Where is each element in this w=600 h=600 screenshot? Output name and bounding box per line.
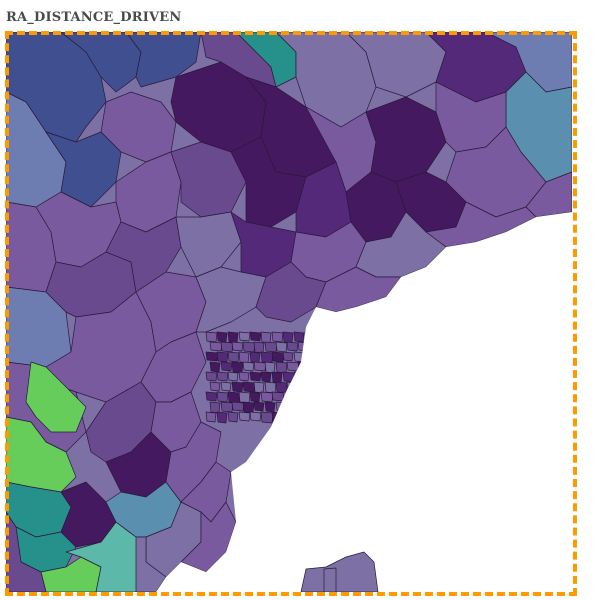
- downtown-tract[interactable]: [205, 411, 217, 423]
- downtown-tract[interactable]: [242, 361, 255, 372]
- downtown-tract[interactable]: [271, 371, 283, 384]
- downtown-tract[interactable]: [253, 401, 265, 412]
- downtown-tract[interactable]: [238, 371, 250, 382]
- downtown-tract[interactable]: [275, 341, 288, 353]
- downtown-tract[interactable]: [216, 351, 229, 363]
- downtown-tract[interactable]: [275, 381, 288, 394]
- downtown-tract[interactable]: [209, 381, 221, 392]
- downtown-tract[interactable]: [205, 371, 218, 382]
- downtown-tract[interactable]: [209, 341, 223, 352]
- downtown-tract[interactable]: [249, 331, 262, 342]
- downtown-tract[interactable]: [260, 371, 272, 383]
- downtown-tract[interactable]: [238, 351, 250, 364]
- downtown-tract[interactable]: [238, 391, 251, 404]
- downtown-tract[interactable]: [227, 371, 239, 382]
- downtown-tract[interactable]: [220, 341, 234, 353]
- downtown-tract[interactable]: [253, 341, 265, 354]
- downtown-tract[interactable]: [260, 351, 274, 364]
- downtown-tract[interactable]: [231, 401, 245, 412]
- downtown-tract[interactable]: [216, 391, 229, 403]
- downtown-tract[interactable]: [271, 391, 285, 402]
- map-region[interactable]: [60, 481, 117, 548]
- downtown-tract[interactable]: [249, 411, 262, 422]
- island-region[interactable]: [323, 567, 337, 592]
- downtown-tract[interactable]: [253, 381, 265, 394]
- lake-area: [156, 212, 572, 592]
- map-region[interactable]: [125, 32, 202, 88]
- downtown-tract[interactable]: [231, 381, 244, 393]
- downtown-tract[interactable]: [216, 331, 228, 343]
- downtown-tract[interactable]: [264, 361, 276, 374]
- map-regions: [6, 32, 572, 592]
- downtown-tract[interactable]: [260, 411, 274, 424]
- downtown-tract[interactable]: [260, 391, 274, 403]
- downtown-tract[interactable]: [286, 341, 299, 352]
- downtown-tract[interactable]: [282, 351, 294, 362]
- map-region[interactable]: [195, 266, 267, 333]
- downtown-tract[interactable]: [264, 381, 277, 394]
- downtown-tract[interactable]: [249, 371, 262, 382]
- downtown-tract[interactable]: [205, 351, 219, 362]
- downtown-tract[interactable]: [231, 361, 244, 374]
- downtown-tract[interactable]: [253, 361, 267, 372]
- downtown-tract[interactable]: [242, 401, 255, 414]
- downtown-tract[interactable]: [209, 361, 221, 373]
- downtown-tract[interactable]: [271, 331, 284, 343]
- downtown-tract[interactable]: [260, 331, 272, 344]
- downtown-tract[interactable]: [227, 351, 240, 363]
- downtown-tract[interactable]: [227, 391, 241, 404]
- downtown-tract[interactable]: [282, 331, 294, 344]
- downtown-tract[interactable]: [231, 341, 244, 352]
- downtown-tract[interactable]: [264, 341, 278, 353]
- downtown-tract[interactable]: [220, 401, 234, 413]
- downtown-tract[interactable]: [271, 351, 285, 363]
- downtown-tract[interactable]: [249, 351, 261, 364]
- downtown-tract[interactable]: [249, 391, 261, 403]
- map-title: RA_DISTANCE_DRIVEN: [6, 10, 182, 25]
- downtown-tract[interactable]: [209, 401, 221, 414]
- map-region[interactable]: [25, 361, 87, 433]
- downtown-tract[interactable]: [205, 331, 218, 343]
- island-region[interactable]: [300, 551, 379, 592]
- downtown-tract[interactable]: [227, 411, 239, 423]
- downtown-tract[interactable]: [220, 381, 232, 392]
- map-canvas[interactable]: [6, 32, 572, 592]
- downtown-tract[interactable]: [238, 331, 251, 342]
- downtown-tract[interactable]: [293, 331, 305, 343]
- downtown-tract[interactable]: [238, 411, 251, 422]
- downtown-tract[interactable]: [275, 361, 288, 374]
- map-region[interactable]: [6, 511, 47, 592]
- downtown-tract[interactable]: [205, 391, 218, 402]
- downtown-tract[interactable]: [216, 371, 229, 382]
- map-region[interactable]: [175, 211, 242, 278]
- downtown-tract[interactable]: [264, 401, 276, 413]
- downtown-tract[interactable]: [242, 341, 256, 353]
- downtown-tract[interactable]: [242, 381, 256, 393]
- choropleth-map[interactable]: [6, 32, 572, 592]
- downtown-tract[interactable]: [227, 331, 239, 344]
- downtown-tract[interactable]: [216, 411, 228, 424]
- downtown-tract[interactable]: [220, 361, 233, 372]
